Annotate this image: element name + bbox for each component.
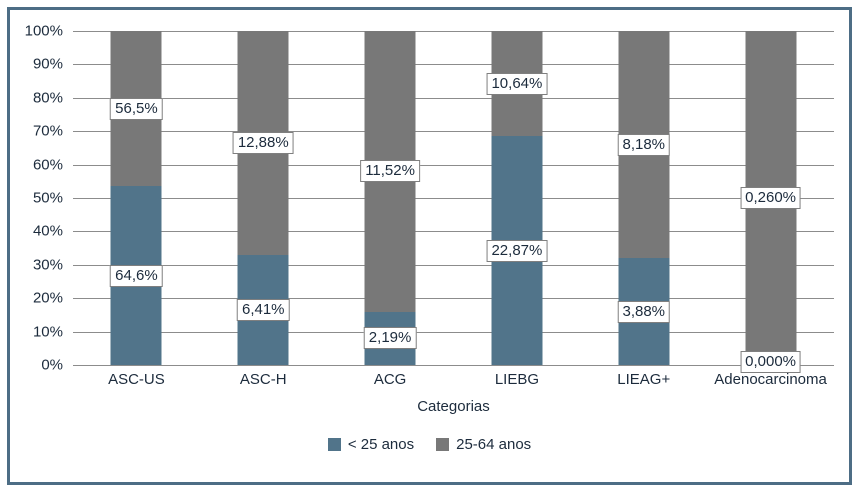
- y-tick-label: 100%: [24, 22, 63, 40]
- data-label-25to64-ASC-US: 56,5%: [110, 97, 163, 120]
- plot-area: 64,6% 56,5% 6,41% 12,88% 2,19% 11,52% 22,87% 10…: [73, 31, 834, 373]
- y-tick-label: 10%: [32, 323, 63, 341]
- y-tick-label: 30%: [32, 256, 63, 274]
- y-tick-label: 0%: [41, 356, 63, 374]
- gridline-50%: [73, 198, 834, 199]
- y-tick-label: 20%: [32, 289, 63, 307]
- data-label-25to64-Adenocarcinoma: 0,260%: [740, 187, 802, 209]
- y-tick-label: 80%: [32, 89, 63, 107]
- category-label-ASC-H: ASC-H: [239, 371, 287, 388]
- category-label-ASC-US: ASC-US: [108, 371, 165, 388]
- gridline-90%: [73, 64, 834, 66]
- gridline-40%: [73, 231, 834, 233]
- legend: < 25 anos 25-64 anos: [10, 436, 849, 453]
- chart-frame: 64,6% 56,5% 6,41% 12,88% 2,19% 11,52% 22,87% 10…: [7, 7, 852, 485]
- gridline-60%: [73, 164, 834, 166]
- gridline-70%: [73, 131, 834, 133]
- gridline-10%: [73, 331, 834, 333]
- bar-ACG: [364, 31, 416, 365]
- y-tick-label: 60%: [32, 156, 63, 174]
- data-label-25to64-ASC-H: 12,88%: [232, 131, 294, 154]
- x-axis-title: Categorias: [417, 398, 490, 415]
- data-label-under25-ASC-H: 6,41%: [236, 298, 290, 321]
- data-label-under25-LIEAG+: 3,88%: [617, 300, 671, 323]
- y-tick-label: 50%: [32, 189, 63, 207]
- y-tick-label: 40%: [32, 222, 63, 240]
- data-label-25to64-LIEBG: 10,64%: [486, 72, 548, 95]
- gridline-20%: [73, 298, 834, 300]
- legend-label: < 25 anos: [347, 436, 415, 453]
- data-label-under25-LIEBG: 22,87%: [486, 239, 548, 262]
- category-label-LIEAG+: LIEAG+: [617, 371, 671, 388]
- legend-swatch-icon: [327, 438, 341, 451]
- legend-item: 25-64 anos: [436, 436, 531, 453]
- data-label-25to64-LIEAG+: 8,18%: [617, 133, 671, 156]
- category-label-Adenocarcinoma: Adenocarcinoma: [714, 371, 827, 388]
- gridline-80%: [73, 97, 834, 99]
- y-tick-label: 70%: [32, 122, 63, 140]
- data-label-under25-ACG: 2,19%: [363, 327, 417, 350]
- y-tick-label: 90%: [32, 55, 63, 73]
- legend-swatch-icon: [436, 438, 450, 451]
- gridline-30%: [73, 264, 834, 266]
- gridline-0%: [73, 365, 834, 366]
- bar-ASC-US: [110, 31, 162, 365]
- data-label-under25-ASC-US: 64,6%: [110, 264, 163, 287]
- x-axis-category-labels: ASC-US ASC-H ACG LIEBG LIEAG+ Adenocarcinoma: [73, 371, 834, 391]
- y-axis-tick-labels: 0% 10% 20% 30% 40% 50% 60% 70% 80% 90% 100%: [10, 23, 73, 374]
- legend-label: 25-64 anos: [456, 436, 532, 453]
- legend-item: < 25 anos: [327, 436, 415, 453]
- category-label-ACG: ACG: [373, 371, 407, 388]
- gridline-100%: [73, 31, 834, 32]
- data-label-under25-Adenocarcinoma: 0,000%: [740, 350, 802, 373]
- data-label-25to64-ACG: 11,52%: [360, 160, 420, 183]
- category-label-LIEBG: LIEBG: [494, 371, 539, 388]
